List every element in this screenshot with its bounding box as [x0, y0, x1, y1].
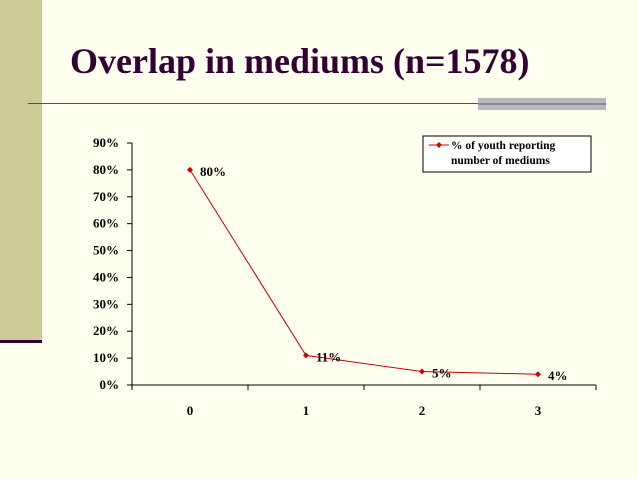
data-point — [303, 352, 309, 359]
x-tick-label: 1 — [303, 403, 310, 418]
y-tick-label: 0% — [100, 377, 120, 392]
data-label: 4% — [548, 368, 568, 383]
accent-bar — [0, 0, 42, 340]
x-tick-label: 3 — [535, 403, 542, 418]
y-axis-ticks: 0% 10% 20% 30% 40% 50% 60% 70% 80% 90% — [93, 135, 132, 392]
y-tick-label: 10% — [93, 350, 119, 365]
data-label: 5% — [432, 366, 452, 381]
series-group: 80% 11% 5% 4% — [187, 164, 568, 383]
accent-bar-rule — [0, 340, 42, 343]
data-point — [535, 371, 541, 378]
y-tick-label: 50% — [93, 243, 119, 258]
legend-label-line2: number of mediums — [451, 155, 550, 167]
chart-axes — [131, 143, 596, 386]
x-axis-ticks: 0 1 2 3 — [131, 385, 597, 418]
x-tick-label: 2 — [419, 403, 426, 418]
y-tick-label: 40% — [93, 269, 119, 284]
y-tick-label: 70% — [93, 189, 119, 204]
x-tick-label: 0 — [187, 403, 194, 418]
y-tick-label: 80% — [93, 162, 119, 177]
y-tick-label: 90% — [93, 135, 119, 150]
data-label: 80% — [200, 164, 226, 179]
legend-label-line1: % of youth reporting — [451, 140, 555, 152]
title-rule — [28, 103, 478, 104]
data-label: 11% — [316, 349, 341, 364]
legend-marker — [436, 142, 442, 148]
y-tick-label: 60% — [93, 216, 119, 231]
slide-title: Overlap in mediums (n=1578) — [70, 41, 530, 81]
title-rule-block — [478, 98, 606, 110]
data-point — [419, 368, 425, 375]
y-tick-label: 20% — [93, 323, 119, 338]
chart-legend: % of youth reporting number of mediums — [422, 135, 592, 173]
series-line — [189, 169, 539, 375]
data-point — [187, 166, 193, 173]
legend-box — [422, 135, 592, 173]
y-tick-label: 30% — [93, 296, 119, 311]
